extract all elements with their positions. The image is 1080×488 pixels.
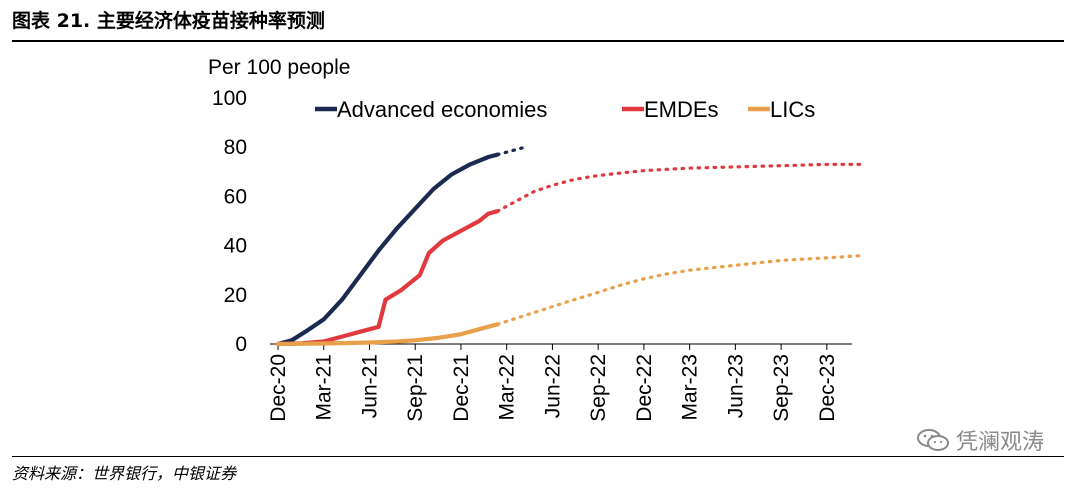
x-tick-label: Dec-21 — [450, 354, 473, 422]
watermark: 凭澜观涛 — [916, 424, 1044, 456]
lics-projected-line — [495, 253, 865, 326]
x-tick-label: Dec-20 — [267, 354, 290, 422]
legend-label: EMDEs — [644, 97, 719, 122]
y-tick-label: 60 — [224, 185, 247, 208]
x-tick-label: Jun-22 — [541, 354, 564, 418]
wechat-icon — [916, 429, 949, 451]
top-rule — [12, 40, 1064, 42]
x-tick-label: Dec-23 — [816, 354, 839, 422]
y-unit-label: Per 100 people — [208, 56, 350, 79]
x-tick-label: Sep-22 — [587, 354, 610, 422]
legend-label: LICs — [770, 97, 815, 122]
source-note: 资料来源：世界银行，中银证券 — [12, 464, 237, 483]
y-tick-label: 40 — [224, 235, 247, 258]
emdes-actual-line — [275, 209, 500, 347]
bottom-rule — [12, 456, 1064, 457]
advanced-economies-actual-line — [275, 152, 500, 347]
emdes-projected-line — [495, 162, 865, 213]
x-tick-label: Mar-21 — [313, 354, 336, 421]
y-tick-label: 80 — [224, 136, 247, 159]
vaccination-line-chart: Per 100 people 0 20 40 60 80 100 Dec-20 Mar-21 Ju… — [208, 56, 865, 422]
y-tick-label: 100 — [212, 87, 247, 110]
x-tick-label: Mar-23 — [679, 354, 702, 421]
figure-title: 图表 21. 主要经济体疫苗接种率预测 — [12, 10, 325, 32]
x-tick-label: Jun-21 — [358, 354, 381, 418]
y-tick-label: 0 — [235, 333, 247, 356]
x-tick-label: Sep-23 — [770, 354, 793, 422]
lics-actual-line — [275, 322, 500, 347]
advanced-economies-projected-line — [495, 145, 527, 157]
x-tick-label: Sep-21 — [404, 354, 427, 422]
y-tick-label: 20 — [224, 284, 247, 307]
legend-label: Advanced economies — [337, 97, 547, 122]
x-tick-label: Dec-22 — [633, 354, 656, 422]
watermark-text: 凭澜观涛 — [955, 430, 1044, 455]
x-tick-label: Mar-22 — [496, 354, 519, 421]
x-tick-label: Jun-23 — [724, 354, 747, 418]
